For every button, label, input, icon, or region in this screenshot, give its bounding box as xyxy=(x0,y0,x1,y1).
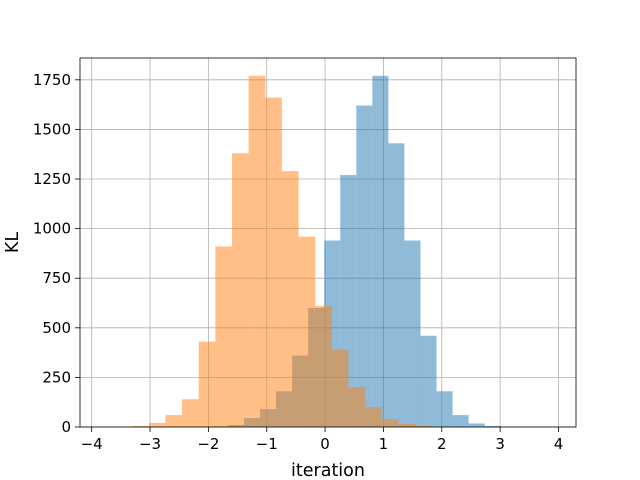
series-2-bar-10 xyxy=(281,171,299,427)
series-2-bar-12 xyxy=(315,305,332,427)
x-tick-label-6: 2 xyxy=(437,435,447,453)
series-2-bar-8 xyxy=(248,75,266,428)
plot-area-frame xyxy=(79,57,577,428)
x-tick-label-2: −2 xyxy=(197,435,219,453)
series-1-bar-13 xyxy=(420,335,437,427)
y-tick-label-5: 1250 xyxy=(33,170,71,188)
series-2-bar-9 xyxy=(265,97,282,427)
y-tick-label-4: 1000 xyxy=(33,220,71,238)
series-2-bar-17 xyxy=(398,424,415,427)
series-2-bar-1 xyxy=(132,426,149,427)
x-tick-label-7: 3 xyxy=(495,435,505,453)
x-tick-label-1: −3 xyxy=(139,435,161,453)
series-2-bar-2 xyxy=(148,423,166,427)
histogram-bars xyxy=(115,75,517,428)
series-2-bar-14 xyxy=(348,387,366,427)
y-tick-label-1: 250 xyxy=(42,368,71,386)
series-1-bar-11 xyxy=(388,143,405,427)
series-2-bar-3 xyxy=(165,415,183,427)
series-2-bar-13 xyxy=(331,349,349,427)
y-tick-label-6: 1500 xyxy=(33,120,71,138)
x-tick-label-8: 4 xyxy=(554,435,564,453)
x-tick-label-3: −1 xyxy=(256,435,278,453)
series-2-bar-15 xyxy=(365,407,382,427)
y-tick-label-3: 750 xyxy=(42,269,71,287)
series-1-bar-14 xyxy=(436,391,453,427)
series-1-bar-9 xyxy=(356,105,373,427)
x-tick-label-4: 0 xyxy=(320,435,330,453)
series-1-bar-10 xyxy=(372,75,389,428)
series-2-bar-16 xyxy=(381,419,399,427)
y-axis-label: KL xyxy=(3,232,23,253)
series-1-bar-15 xyxy=(452,415,469,427)
series-2-bar-5 xyxy=(198,341,216,427)
axis-ticks: −4 −3 −2 −1 0 1 2 3 4 0 250 500 750 1000 1250 1500 1750 xyxy=(33,71,563,453)
y-tick-label-7: 1750 xyxy=(33,71,71,89)
x-axis-label: iteration xyxy=(291,461,365,480)
series-1-bar-16 xyxy=(468,423,485,427)
series-1-bar-17 xyxy=(484,426,501,427)
x-tick-label-0: −4 xyxy=(81,435,103,453)
series-1-bar-12 xyxy=(404,240,421,427)
x-tick-label-5: 1 xyxy=(379,435,389,453)
series-2-bar-6 xyxy=(215,246,233,427)
y-tick-label-0: 0 xyxy=(61,418,71,436)
series-2-bar-11 xyxy=(298,236,316,427)
series-2-bar-4 xyxy=(182,399,199,427)
series-2-bar-7 xyxy=(232,153,249,427)
y-tick-label-2: 500 xyxy=(42,319,71,337)
series-2-bar-18 xyxy=(414,426,432,427)
